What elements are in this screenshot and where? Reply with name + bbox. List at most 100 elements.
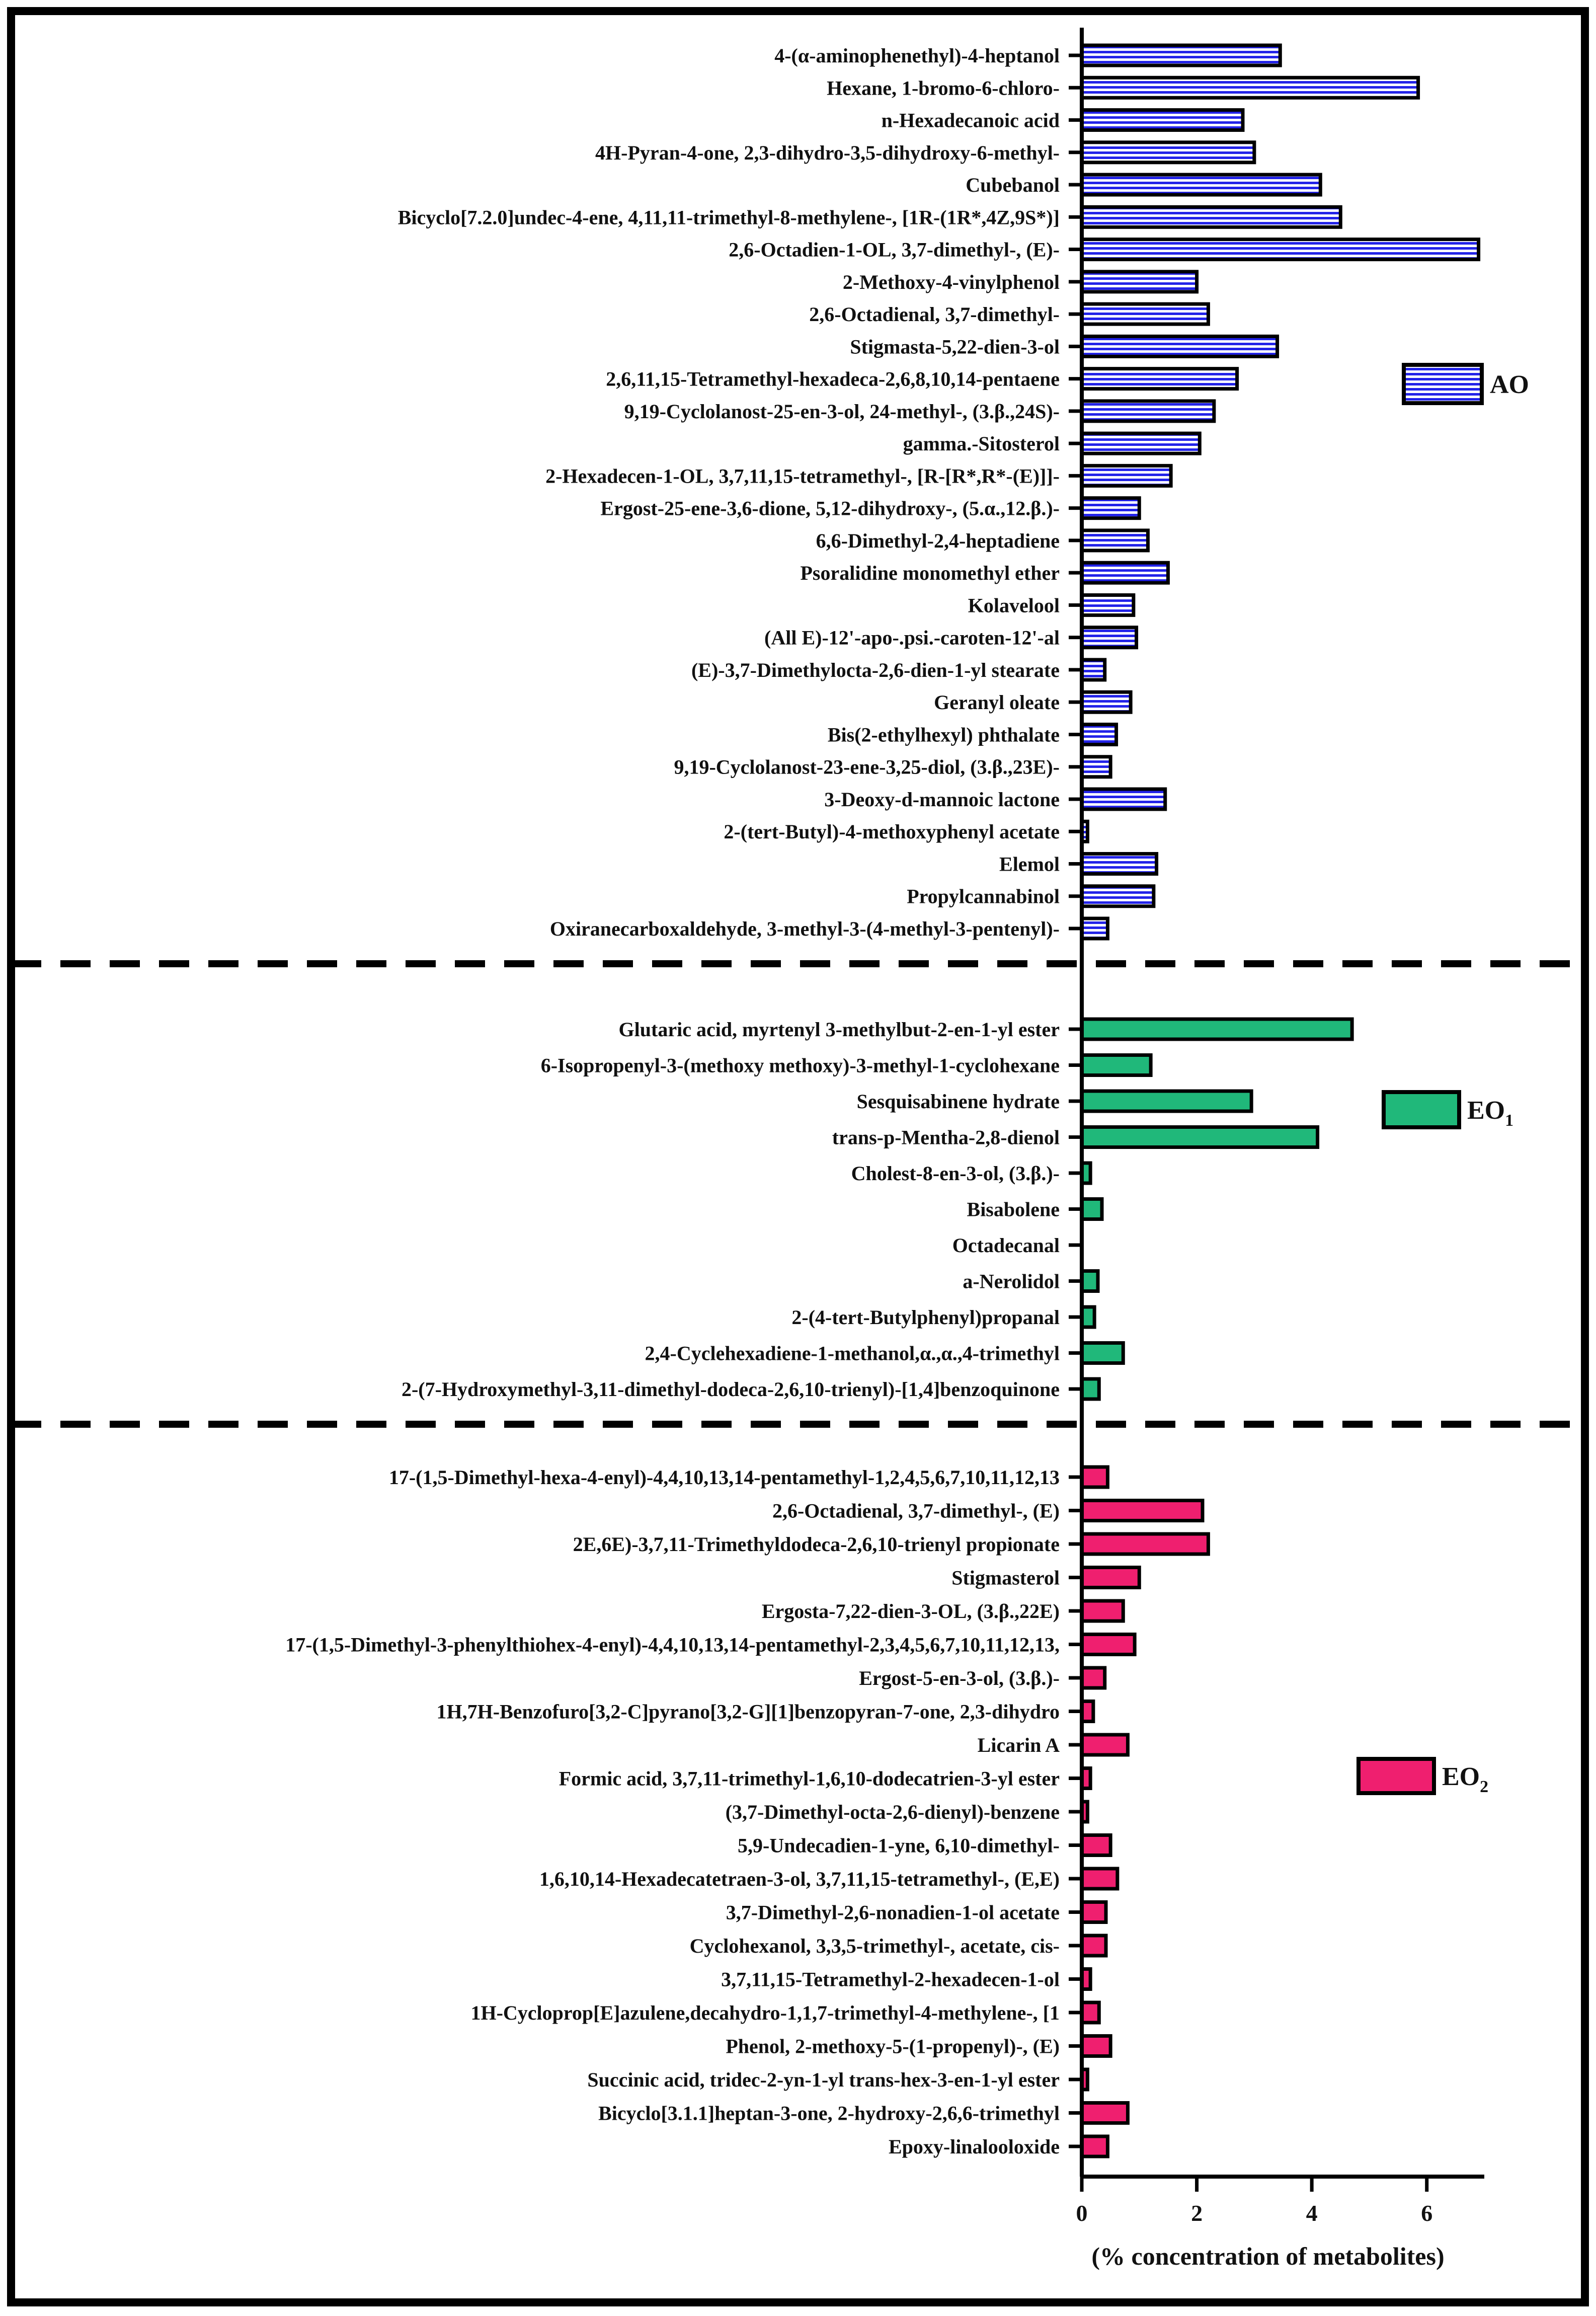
bar-eo2 (1080, 1900, 1108, 1924)
category-label: Stigmasterol (951, 1567, 1060, 1589)
category-label: 2-(7-Hydroxymethyl-3,11-dimethyl-dodeca-… (402, 1378, 1060, 1401)
category-label: 4H-Pyran-4-one, 2,3-dihydro-3,5-dihydrox… (595, 141, 1060, 164)
category-label: 5,9-Undecadien-1-yne, 6,10-dimethyl- (738, 1834, 1060, 1857)
bar-eo2 (1080, 2134, 1109, 2158)
category-label: (3,7-Dimethyl-octa-2,6-dienyl)-benzene (726, 1801, 1060, 1823)
bar-eo1 (1080, 1197, 1104, 1221)
bar-ao (1080, 431, 1202, 455)
category-label: Ergosta-7,22-dien-3-OL, (3.β.,22E) (762, 1600, 1060, 1623)
category-label: n-Hexadecanoic acid (882, 109, 1060, 132)
category-label: 4-(α-aminophenethyl)-4-heptanol (774, 44, 1060, 67)
category-label: Geranyl oleate (934, 691, 1060, 714)
category-label: 9,19-Cyclolanost-23-ene-3,25-diol, (3.β.… (674, 756, 1060, 779)
bar-eo1 (1080, 1053, 1153, 1077)
category-label: Ergost-25-ene-3,6-dione, 5,12-dihydroxy-… (600, 497, 1060, 520)
bar-ao (1080, 916, 1109, 941)
category-label: Bicyclo[3.1.1]heptan-3-one, 2-hydroxy-2,… (598, 2102, 1060, 2125)
category-label: 1,6,10,14-Hexadecatetraen-3-ol, 3,7,11,1… (539, 1868, 1060, 1890)
bar-ao (1080, 173, 1322, 197)
category-label: 1H,7H-Benzofuro[3,2-C]pyrano[3,2-G][1]be… (437, 1701, 1060, 1723)
bar-eo2 (1080, 2034, 1112, 2058)
bar-eo2 (1080, 2000, 1101, 2025)
bar-eo1 (1080, 1017, 1354, 1041)
bar-ao (1080, 496, 1141, 520)
bar-eo2 (1080, 1934, 1108, 1958)
bar-eo1 (1080, 1377, 1101, 1401)
bar-ao (1080, 399, 1216, 423)
category-label: 2,6-Octadien-1-OL, 3,7-dimethyl-, (E)- (729, 239, 1060, 261)
category-label: 6-Isopropenyl-3-(methoxy methoxy)-3-meth… (541, 1054, 1060, 1077)
legend-swatch-ao (1402, 363, 1484, 405)
category-label: Cubebanol (966, 174, 1060, 196)
category-label: Succinic acid, tridec-2-yn-1-yl trans-he… (587, 2068, 1060, 2091)
category-label: Cholest-8-en-3-ol, (3.β.)- (851, 1162, 1060, 1185)
bar-ao (1080, 690, 1133, 714)
category-label: 2-(tert-Butyl)-4-methoxyphenyl acetate (724, 820, 1060, 843)
bar-ao (1080, 334, 1280, 358)
category-label: 17-(1,5-Dimethyl-3-phenylthiohex-4-enyl)… (285, 1634, 1060, 1656)
bar-ao (1080, 852, 1159, 876)
bar-eo1 (1080, 1089, 1253, 1113)
bar-ao (1080, 528, 1150, 553)
category-label: Phenol, 2-methoxy-5-(1-propenyl)-, (E) (726, 2035, 1060, 2058)
category-label: 2,6-Octadienal, 3,7-dimethyl-, (E) (772, 1500, 1060, 1522)
category-label: Epoxy-linalooloxide (889, 2135, 1060, 2158)
category-label: a-Nerolidol (963, 1270, 1060, 1293)
bar-eo2 (1080, 2101, 1130, 2125)
bar-ao (1080, 884, 1156, 908)
category-label: Hexane, 1-bromo-6-chloro- (827, 76, 1060, 99)
category-label: 2,6-Octadienal, 3,7-dimethyl- (809, 303, 1060, 326)
category-label: 2-(4-tert-Butylphenyl)propanal (791, 1306, 1060, 1329)
bar-ao (1080, 205, 1342, 229)
category-label: Oxiranecarboxaldehyde, 3-methyl-3-(4-met… (550, 917, 1060, 940)
bar-ao (1080, 626, 1139, 650)
bar-eo2 (1080, 1633, 1137, 1656)
bar-ao (1080, 270, 1199, 294)
bar-ao (1080, 658, 1107, 682)
category-label: (All E)-12'-apo-.psi.-caroten-12'-al (764, 627, 1060, 649)
bar-ao (1080, 140, 1256, 165)
category-label: 1H-Cycloprop[E]azulene,decahydro-1,1,7-t… (470, 2001, 1060, 2024)
category-label: 3-Deoxy-d-mannoic lactone (824, 788, 1060, 811)
category-label: Stigmasta-5,22-dien-3-ol (850, 335, 1060, 358)
category-label: Bisabolene (967, 1198, 1060, 1221)
category-label: Formic acid, 3,7,11-trimethyl-1,6,10-dod… (559, 1767, 1060, 1790)
bar-eo2 (1080, 1566, 1141, 1589)
bar-ao (1080, 75, 1420, 100)
bar-ao (1080, 108, 1245, 132)
category-label: 2-Hexadecen-1-OL, 3,7,11,15-tetramethyl-… (545, 465, 1060, 487)
bar-ao (1080, 302, 1210, 326)
bar-eo2 (1080, 1666, 1107, 1690)
bar-ao (1080, 561, 1170, 585)
category-label: gamma.-Sitosterol (903, 432, 1060, 455)
bar-eo2 (1080, 1733, 1130, 1757)
category-label: 2,4-Cyclehexadiene-1-methanol,α.,α.,4-tr… (645, 1342, 1060, 1365)
bar-ao (1080, 722, 1119, 746)
category-label: Glutaric acid, myrtenyl 3-methylbut-2-en… (619, 1018, 1060, 1041)
outer-frame (7, 7, 1589, 2306)
bar-eo2 (1080, 1867, 1120, 1891)
bar-eo2 (1080, 1599, 1125, 1623)
category-label: Bicyclo[7.2.0]undec-4-ene, 4,11,11-trime… (398, 206, 1060, 228)
bar-eo2 (1080, 1532, 1210, 1556)
category-label: Ergost-5-en-3-ol, (3.β.)- (859, 1667, 1060, 1689)
bar-eo1 (1080, 1341, 1125, 1365)
bar-ao (1080, 593, 1136, 617)
category-label: 17-(1,5-Dimethyl-hexa-4-enyl)-4,4,10,13,… (389, 1466, 1060, 1489)
category-label: 2,6,11,15-Tetramethyl-hexadeca-2,6,8,10,… (606, 368, 1060, 391)
category-label: 3,7-Dimethyl-2,6-nonadien-1-ol acetate (726, 1901, 1060, 1924)
category-label: 9,19-Cyclolanost-25-en-3-ol, 24-methyl-,… (624, 400, 1060, 423)
category-label: Propylcannabinol (907, 885, 1060, 908)
category-label: 6,6-Dimethyl-2,4-heptadiene (816, 529, 1060, 552)
category-label: (E)-3,7-Dimethylocta-2,6-dien-1-yl stear… (691, 659, 1060, 681)
legend-label-ao: AO (1490, 370, 1529, 399)
bar-eo2 (1080, 1833, 1112, 1857)
bar-ao (1080, 367, 1239, 391)
x-tick-label: 4 (1306, 2200, 1318, 2226)
category-label: Kolavelool (968, 594, 1060, 616)
bar-ao (1080, 787, 1167, 811)
category-label: Elemol (999, 853, 1060, 875)
category-label: Octadecanal (952, 1234, 1060, 1257)
bar-ao (1080, 238, 1481, 262)
